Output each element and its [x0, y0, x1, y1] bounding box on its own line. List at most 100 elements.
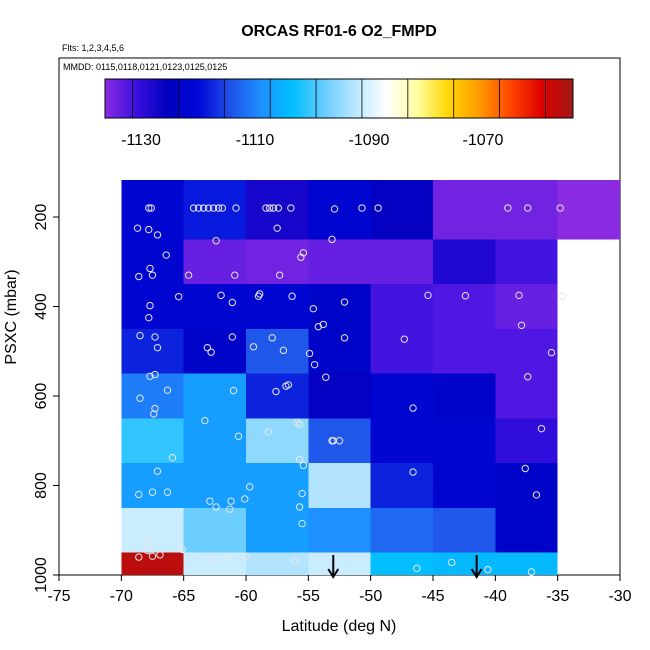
data-point: [231, 271, 239, 279]
x-tick-label: -65: [172, 588, 195, 605]
data-point: [228, 333, 236, 341]
data-point: [241, 495, 249, 503]
colorbar-tick-label: -1110: [236, 132, 275, 149]
heatmap-cell: [495, 239, 558, 285]
data-point: [148, 488, 157, 496]
data-point: [269, 204, 278, 212]
data-point: [290, 556, 299, 565]
data-point: [275, 271, 284, 279]
heatmap-cell: [308, 180, 371, 240]
data-point: [145, 204, 153, 212]
arrow-markers: [327, 555, 483, 579]
data-point: [229, 386, 238, 395]
heatmap-cell: [495, 552, 558, 575]
colorbar-fill: [105, 79, 573, 118]
data-point: [203, 343, 212, 352]
data-point: [272, 387, 280, 396]
data-point: [295, 455, 304, 464]
data-point: [484, 565, 492, 574]
data-point: [178, 545, 187, 554]
data-point: [151, 404, 159, 413]
data-point: [409, 468, 417, 476]
data-point: [227, 497, 235, 505]
data-point: [524, 373, 532, 381]
y-axis-label: PSXC (mbar): [3, 269, 20, 364]
x-tick-label: -50: [359, 588, 382, 605]
y-tick-label: 200: [33, 204, 50, 231]
heatmap-cell: [308, 328, 371, 374]
data-point: [328, 235, 336, 244]
dates-label: MMDD: 0115,0118,0121,0123,0125,0125: [63, 62, 227, 72]
data-point: [174, 292, 183, 301]
data-point: [448, 558, 456, 567]
heatmap-cell: [308, 418, 371, 464]
data-point: [310, 360, 319, 369]
data-point: [148, 552, 157, 560]
data-point: [279, 346, 288, 355]
data-point: [199, 204, 208, 212]
data-point: [274, 204, 283, 212]
arrow-head: [470, 568, 483, 579]
data-point: [207, 348, 215, 356]
heatmap-cell: [121, 373, 184, 419]
data-point: [335, 437, 344, 445]
x-tick-label: -40: [484, 588, 507, 605]
data-point: [249, 343, 258, 351]
y-tick-label: 1000: [33, 557, 50, 593]
data-point: [135, 272, 143, 281]
data-point: [524, 204, 532, 212]
heatmap-cell: [370, 373, 433, 419]
data-point: [150, 410, 158, 418]
data-point: [153, 231, 162, 239]
data-point: [156, 551, 164, 559]
heatmap-cell: [370, 418, 433, 464]
heatmap-cell: [246, 284, 309, 329]
data-point: [268, 334, 276, 342]
data-point: [284, 381, 293, 389]
data-point: [135, 553, 143, 561]
data-point: [246, 483, 254, 491]
data-point: [262, 204, 270, 212]
flights-label: Flts: 1,2,3,4,5,6: [62, 43, 124, 53]
data-point: [305, 349, 314, 358]
heatmap-cell: [495, 284, 558, 329]
data-point: [146, 372, 154, 381]
data-point: [147, 204, 155, 212]
heatmap-cell: [433, 418, 496, 464]
heatmap-cell: [183, 284, 246, 329]
data-point: [330, 205, 339, 213]
heatmap-cell: [370, 552, 433, 575]
y-tick-label: 600: [33, 383, 50, 410]
data-point: [532, 491, 541, 499]
heatmap-cell: [183, 373, 246, 419]
data-point: [136, 331, 144, 340]
data-point: [517, 321, 526, 329]
heatmap-cell: [495, 463, 558, 508]
data-point: [135, 490, 143, 499]
x-tick-label: -75: [47, 588, 70, 605]
data-point: [298, 519, 306, 528]
data-point: [133, 224, 142, 232]
heatmap-cell: [246, 180, 309, 240]
heatmap-cell: [433, 373, 496, 419]
data-point: [265, 204, 274, 212]
heatmap-cell: [121, 463, 184, 508]
heatmap-cell: [433, 180, 496, 240]
heatmap-cell: [495, 180, 558, 240]
heatmap-cell: [121, 552, 184, 575]
data-point: [461, 292, 470, 300]
data-point: [232, 204, 240, 212]
data-point: [145, 313, 153, 322]
data-point: [340, 298, 349, 306]
data-point: [206, 497, 214, 505]
heatmap-cell: [308, 507, 371, 553]
heatmap-cell: [121, 507, 184, 553]
heatmap-cell: [495, 507, 558, 553]
data-point: [146, 264, 154, 273]
data-point: [537, 424, 546, 433]
data-point: [515, 291, 523, 300]
heatmap-cell: [308, 373, 371, 419]
data-point: [151, 370, 159, 379]
data-point: [148, 271, 157, 279]
heatmap-cell: [246, 328, 309, 374]
